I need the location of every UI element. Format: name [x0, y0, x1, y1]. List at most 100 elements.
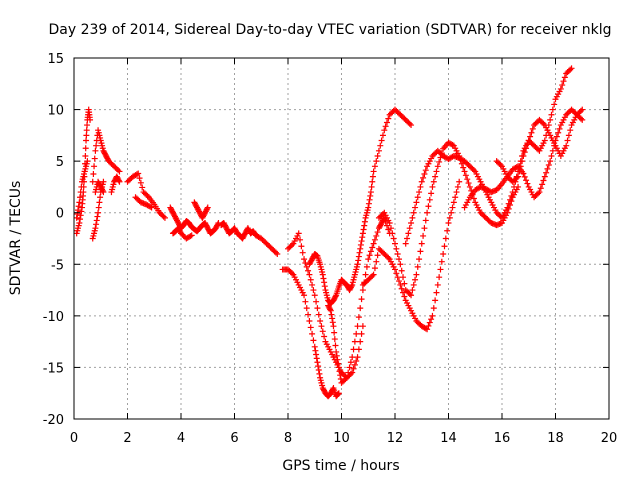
data-point — [347, 370, 354, 377]
data-point — [358, 296, 365, 303]
data-point — [297, 236, 304, 243]
data-point — [370, 240, 377, 247]
data-point — [301, 256, 308, 263]
y-tick-label: 10 — [47, 104, 64, 119]
data-point — [76, 220, 83, 227]
data-point — [75, 207, 82, 214]
data-point — [521, 149, 528, 156]
data-point — [289, 270, 296, 277]
data-point — [567, 127, 574, 134]
data-point — [351, 338, 358, 345]
data-point — [365, 204, 372, 211]
data-point — [362, 271, 369, 278]
data-point — [333, 348, 340, 355]
data-point — [307, 324, 314, 331]
data-point — [420, 232, 427, 239]
y-tick-label: -5 — [51, 258, 64, 273]
y-tick-label: 0 — [56, 207, 64, 222]
x-tick-label: 18 — [547, 431, 564, 446]
data-point — [356, 249, 363, 256]
data-point — [359, 234, 366, 241]
data-point — [448, 209, 455, 216]
data-point — [353, 330, 360, 337]
data-point — [354, 354, 361, 361]
data-point — [78, 208, 85, 215]
series-sweep-2 — [325, 214, 393, 386]
data-point — [87, 116, 94, 123]
data-point — [549, 147, 556, 154]
data-point — [449, 141, 456, 148]
data-point — [413, 199, 420, 206]
data-point — [345, 369, 352, 376]
data-point — [410, 209, 417, 216]
data-point — [347, 359, 354, 366]
data-point — [556, 125, 563, 132]
series-sweep-7 — [493, 106, 586, 185]
data-point — [511, 183, 518, 190]
data-point — [432, 173, 439, 180]
data-point — [314, 359, 321, 366]
data-point — [77, 189, 84, 196]
data-point — [147, 203, 154, 210]
data-point — [385, 115, 392, 122]
data-point — [204, 205, 211, 212]
data-point — [397, 261, 404, 268]
data-point — [497, 213, 504, 220]
data-point — [465, 180, 472, 187]
data-point — [426, 319, 433, 326]
data-point — [93, 221, 100, 228]
data-point — [515, 173, 522, 180]
data-point — [454, 183, 461, 190]
data-point — [424, 209, 431, 216]
data-point — [523, 145, 530, 152]
data-point — [536, 189, 543, 196]
data-marks — [73, 65, 586, 400]
data-point — [329, 319, 336, 326]
data-point — [523, 177, 530, 184]
series-mid-c — [191, 199, 211, 221]
data-point — [331, 329, 338, 336]
data-point — [425, 322, 432, 329]
data-point — [148, 204, 155, 211]
data-point — [76, 199, 83, 206]
data-point — [360, 226, 367, 233]
data-point — [568, 65, 575, 72]
x-tick-label: 16 — [494, 431, 511, 446]
data-point — [382, 123, 389, 130]
data-point — [359, 287, 366, 294]
data-point — [333, 352, 340, 359]
data-point — [350, 346, 357, 353]
data-point — [84, 158, 91, 165]
data-point — [416, 256, 423, 263]
data-point — [409, 214, 416, 221]
data-point — [437, 266, 444, 273]
data-point — [417, 183, 424, 190]
data-point — [136, 175, 143, 182]
x-tick-label: 0 — [70, 431, 78, 446]
data-point — [519, 158, 526, 165]
y-tick-label: -10 — [43, 310, 64, 325]
data-point — [301, 292, 308, 299]
data-point — [84, 122, 91, 129]
data-point — [540, 120, 547, 127]
data-point — [520, 170, 527, 177]
data-point — [135, 170, 142, 177]
data-point — [93, 142, 100, 149]
data-point — [133, 171, 140, 178]
data-point — [513, 174, 520, 181]
data-point — [373, 258, 380, 265]
data-point — [95, 209, 102, 216]
data-point — [394, 274, 401, 281]
data-point — [317, 318, 324, 325]
data-point — [393, 270, 400, 277]
series-early-g — [124, 170, 168, 221]
data-point — [335, 390, 342, 397]
data-point — [541, 173, 548, 180]
data-point — [389, 230, 396, 237]
data-point — [425, 203, 432, 210]
data-point — [453, 189, 460, 196]
data-point — [366, 196, 373, 203]
data-point — [82, 145, 89, 152]
data-point — [328, 311, 335, 318]
data-point — [369, 178, 376, 185]
